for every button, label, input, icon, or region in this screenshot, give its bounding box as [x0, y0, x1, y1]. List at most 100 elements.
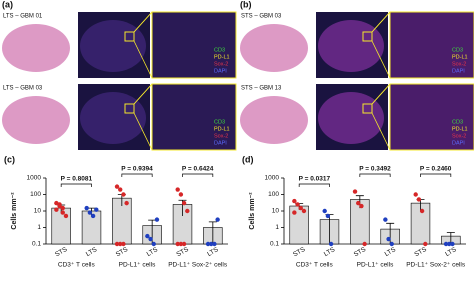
error-bar [208, 221, 217, 244]
zoom-line [133, 112, 153, 151]
stain-legend: Sox-2 [214, 133, 228, 139]
y-tick-label: 1 [37, 224, 41, 231]
x-tick-label: STS [413, 246, 428, 259]
stain-legend: CD3 [452, 47, 463, 53]
stain-legend: PD-L1 [214, 54, 230, 60]
y-tick-label: 1000 [27, 175, 42, 182]
group-label: PD-L1⁺ Sox-2⁺ cells [168, 262, 228, 269]
y-axis-label: Cells mm⁻² [11, 192, 18, 230]
roi-box [362, 31, 373, 42]
data-point [54, 207, 59, 212]
p-bracket [420, 173, 452, 177]
data-point [295, 202, 300, 207]
y-tick-label: 0.1 [270, 241, 279, 248]
panel-label: (a) [2, 0, 13, 9]
sample-title: LTS – GBM 03 [3, 86, 43, 92]
zoom-line [133, 11, 153, 33]
group-label: CD3⁺ T cells [58, 262, 96, 269]
stain-legend: DAPI [214, 68, 227, 74]
sample-title: STS – GBM 13 [241, 86, 282, 92]
y-axis-label: Cells mm⁻² [249, 192, 256, 230]
group-label: PD-L1⁺ cells [357, 262, 394, 269]
data-point [124, 200, 129, 206]
stain-legend: DAPI [214, 140, 227, 146]
y-tick-label: 0.1 [32, 241, 41, 248]
x-tick-label: STS [54, 246, 69, 259]
zoom-line [371, 112, 391, 151]
p-bracket [121, 173, 153, 177]
y-tick-label: 100 [268, 191, 279, 198]
group-label: CD3⁺ T cells [296, 262, 334, 269]
data-point [301, 208, 307, 214]
panel-label: (c) [4, 154, 15, 164]
data-point [413, 192, 418, 197]
data-point [94, 207, 99, 212]
fluor-tissue [80, 92, 146, 144]
data-point [383, 217, 388, 222]
data-point [212, 241, 217, 247]
group-label: PD-L1⁺ Sox-2⁺ cells [406, 262, 466, 269]
p-bracket [60, 183, 92, 187]
zoom-image [151, 83, 237, 151]
error-bar [446, 232, 455, 244]
data-point [292, 198, 297, 204]
data-point [423, 241, 428, 247]
he-tissue [2, 96, 70, 144]
y-tick-label: 1 [275, 224, 279, 231]
p-bracket [182, 173, 214, 177]
x-tick-label: STS [292, 246, 307, 259]
x-tick-label: STS [353, 246, 368, 259]
x-tick-label: LTS [206, 246, 220, 258]
data-point [114, 241, 120, 247]
stain-legend: CD3 [452, 119, 463, 125]
sample-title: LTS – GBM 01 [3, 14, 43, 20]
data-point [205, 241, 211, 247]
data-point [356, 200, 361, 206]
x-tick-label: LTS [146, 246, 160, 258]
y-tick-label: 1000 [265, 175, 280, 182]
p-value: P = 0.2460 [420, 166, 452, 173]
data-point [178, 241, 184, 247]
data-point [328, 241, 334, 247]
data-point [352, 189, 358, 194]
data-point [292, 210, 297, 215]
zoom-line [371, 11, 391, 33]
data-point [175, 241, 180, 247]
p-value: P = 0.6424 [182, 166, 214, 173]
x-tick-label: LTS [384, 246, 398, 258]
zoom-line [371, 40, 391, 79]
x-tick-label: STS [175, 246, 190, 259]
panel-label: (b) [240, 0, 252, 9]
data-point [57, 202, 62, 207]
data-point [389, 241, 394, 247]
y-tick-label: 10 [272, 208, 280, 215]
data-point [419, 208, 425, 214]
stain-legend: PD-L1 [452, 126, 468, 132]
data-point [447, 241, 452, 247]
data-point [185, 208, 190, 214]
group-label: PD-L1⁺ cells [119, 262, 156, 269]
data-point [63, 213, 69, 219]
stain-legend: DAPI [452, 68, 465, 74]
data-point [362, 241, 367, 247]
stain-legend: Sox-2 [452, 61, 466, 67]
x-tick-label: LTS [444, 246, 458, 258]
data-point [181, 241, 187, 247]
stain-legend: Sox-2 [214, 61, 228, 67]
data-point [114, 184, 120, 189]
data-point [121, 192, 126, 197]
data-point [154, 217, 160, 222]
stain-legend: DAPI [452, 140, 465, 146]
data-point [87, 210, 93, 215]
data-point [60, 205, 65, 211]
p-value: P = 0.0317 [299, 176, 331, 183]
data-point [325, 213, 331, 219]
data-point [178, 192, 184, 197]
roi-box [124, 31, 135, 42]
zoom-image [151, 11, 237, 79]
p-value: P = 0.3492 [359, 166, 391, 173]
data-point [151, 241, 156, 247]
x-tick-label: LTS [323, 246, 337, 258]
zoom-line [371, 83, 391, 105]
